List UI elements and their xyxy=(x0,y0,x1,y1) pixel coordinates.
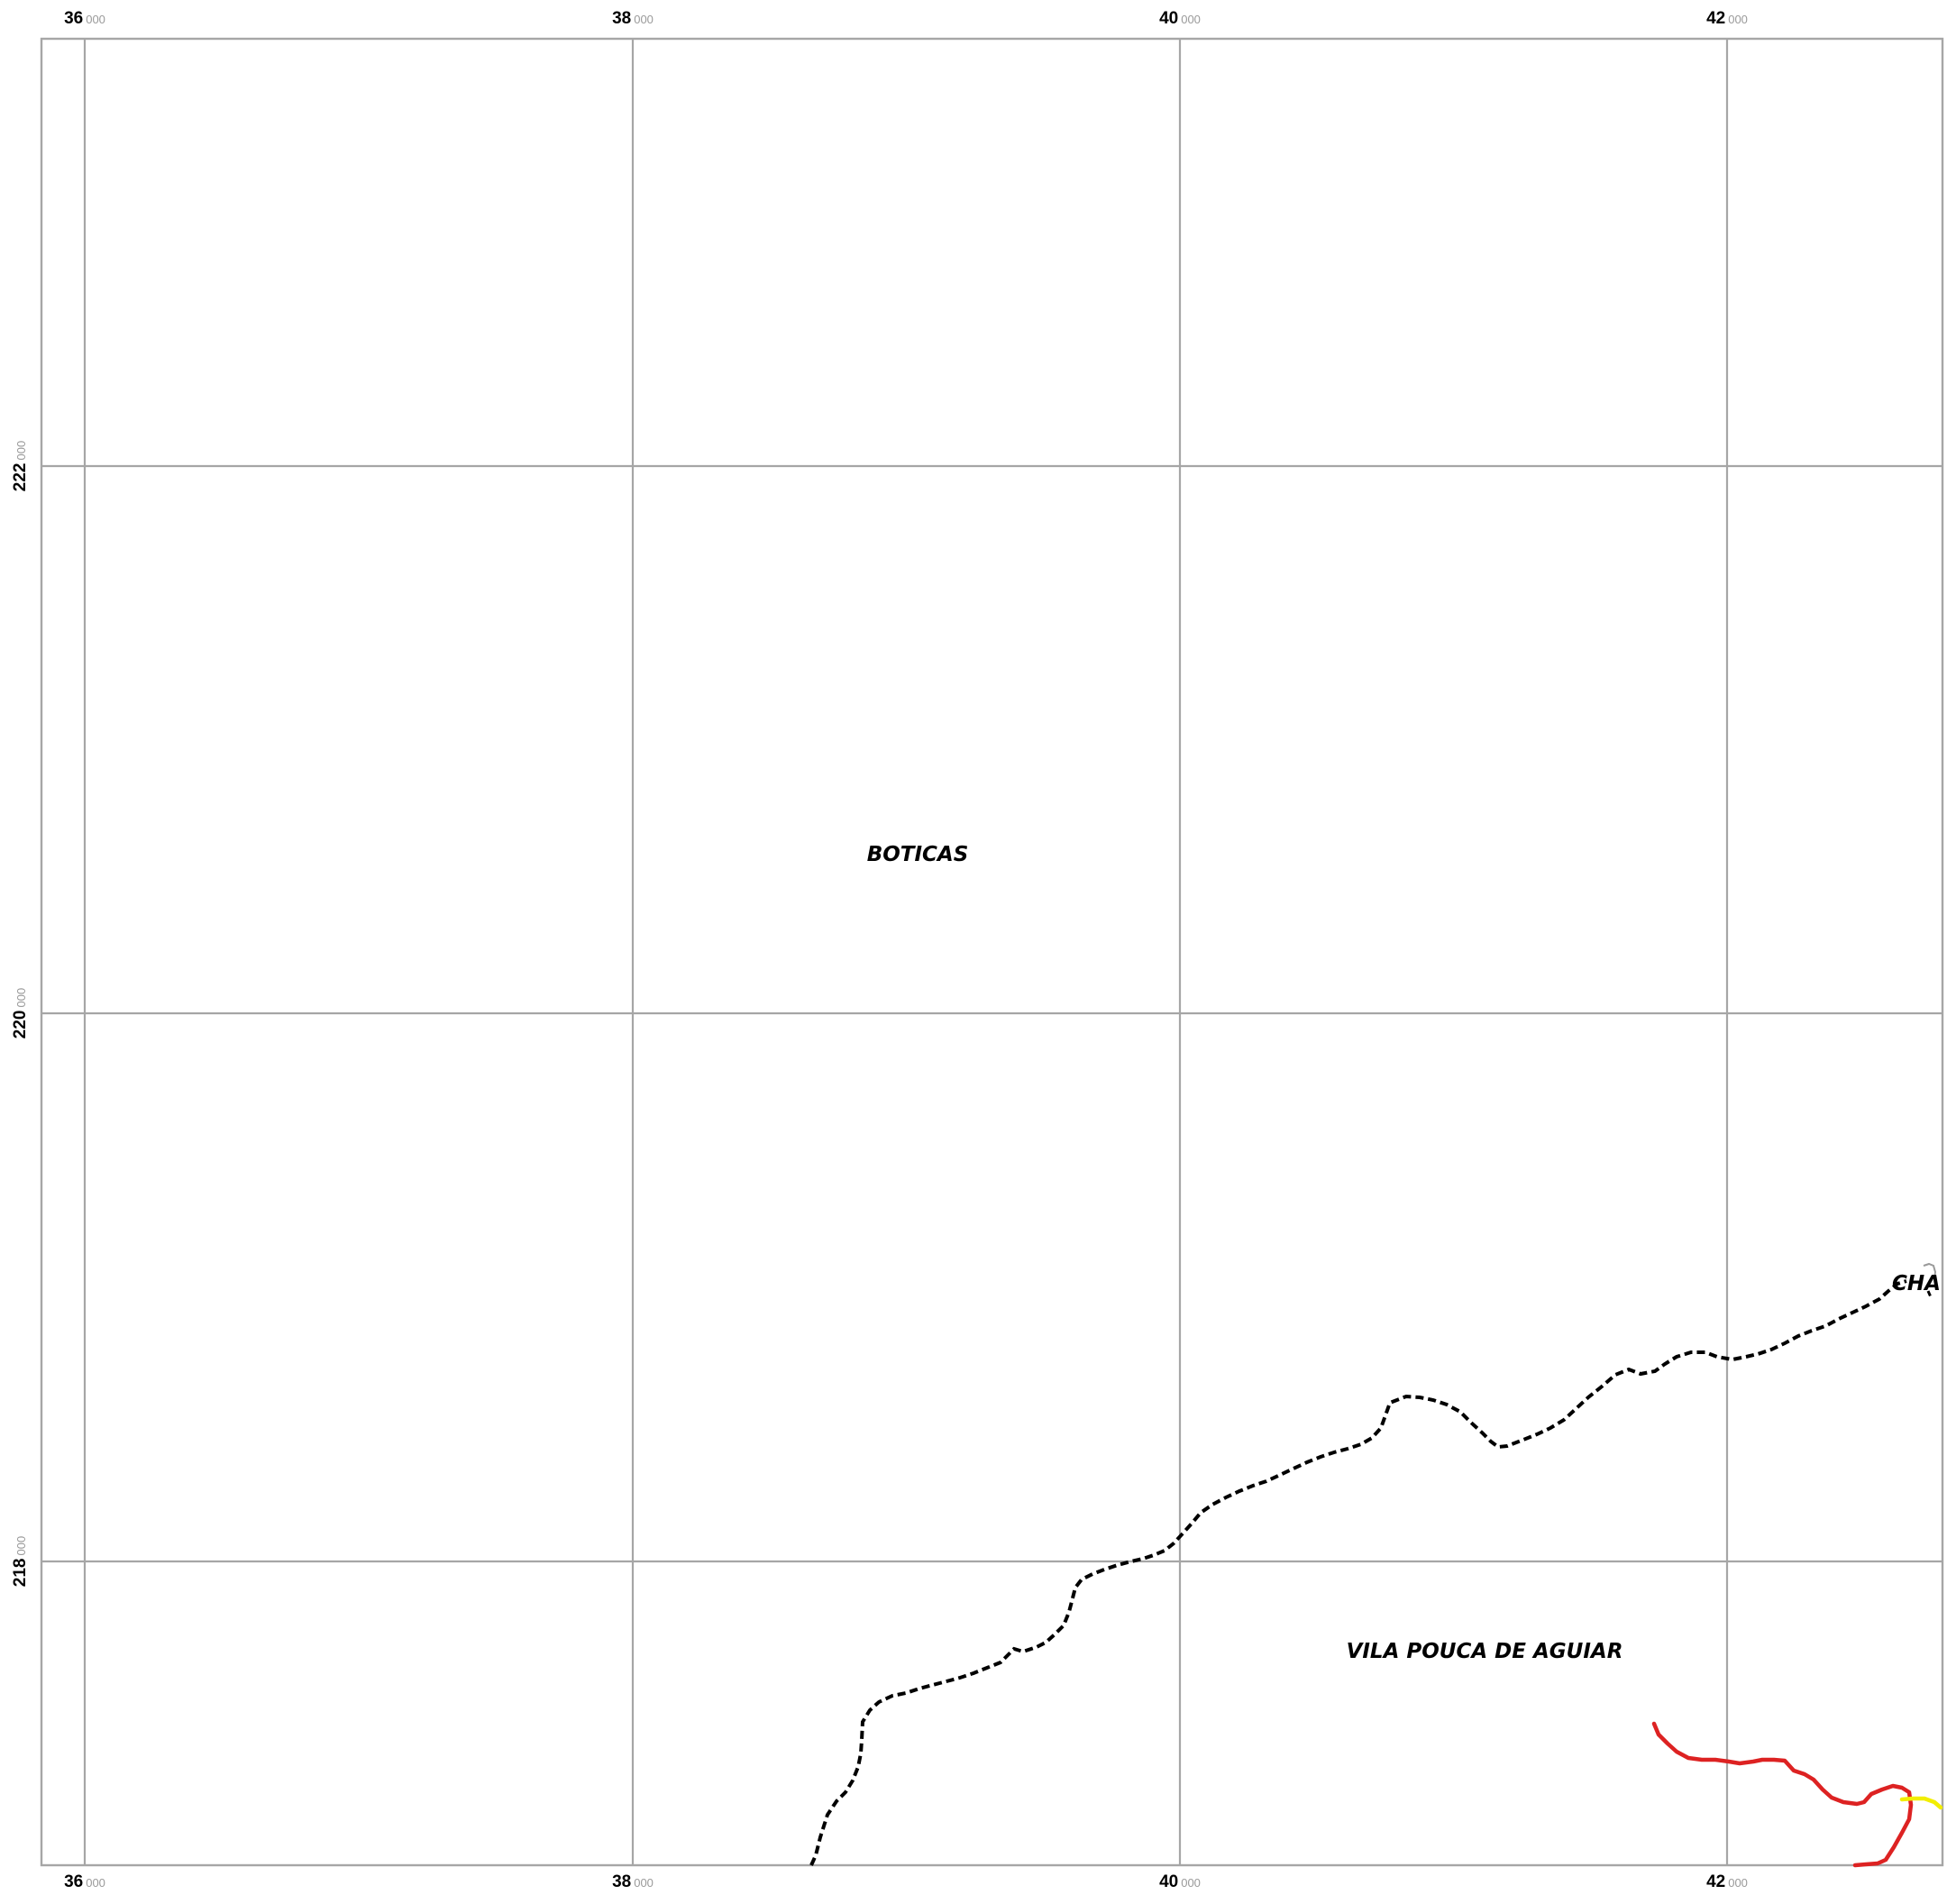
county-boundary-short xyxy=(1926,1290,1933,1300)
x-axis-bottom: 36 000 38 000 40 000 42 000 xyxy=(64,1872,1748,1891)
red-road xyxy=(1651,1721,1914,1868)
y-tick-label: 218000 xyxy=(11,1536,30,1587)
x-axis-top: 36 000 38 000 40 000 42 000 xyxy=(64,9,1748,28)
municipal-boundary xyxy=(809,1279,1907,1866)
x-tick-label: 42 000 xyxy=(1706,1872,1748,1891)
x-tick-label: 36 000 xyxy=(64,1872,105,1891)
place-label-chaves: CHA xyxy=(1892,1272,1941,1295)
place-label-boticas: BOTICAS xyxy=(867,843,969,866)
county-boundary-segment xyxy=(1923,1262,1937,1279)
y-tick-label: 220000 xyxy=(11,988,30,1039)
x-tick-label: 40 000 xyxy=(1159,9,1201,28)
map-frame xyxy=(40,37,1944,1867)
x-tick-label: 38 000 xyxy=(612,9,654,28)
x-tick-label: 42 000 xyxy=(1706,9,1748,28)
x-tick-label: 40 000 xyxy=(1159,1872,1201,1891)
place-label-vila-pouca-de-aguiar: VILA POUCA DE AGUIAR xyxy=(1347,1640,1623,1663)
x-tick-label: 38 000 xyxy=(612,1872,654,1891)
y-axis-left: 222000 220000 218000 xyxy=(11,441,30,1587)
yellow-road xyxy=(1899,1796,1943,1810)
x-tick-label: 36 000 xyxy=(64,9,105,28)
y-tick-label: 222000 xyxy=(11,441,30,491)
grid xyxy=(41,39,1942,1865)
